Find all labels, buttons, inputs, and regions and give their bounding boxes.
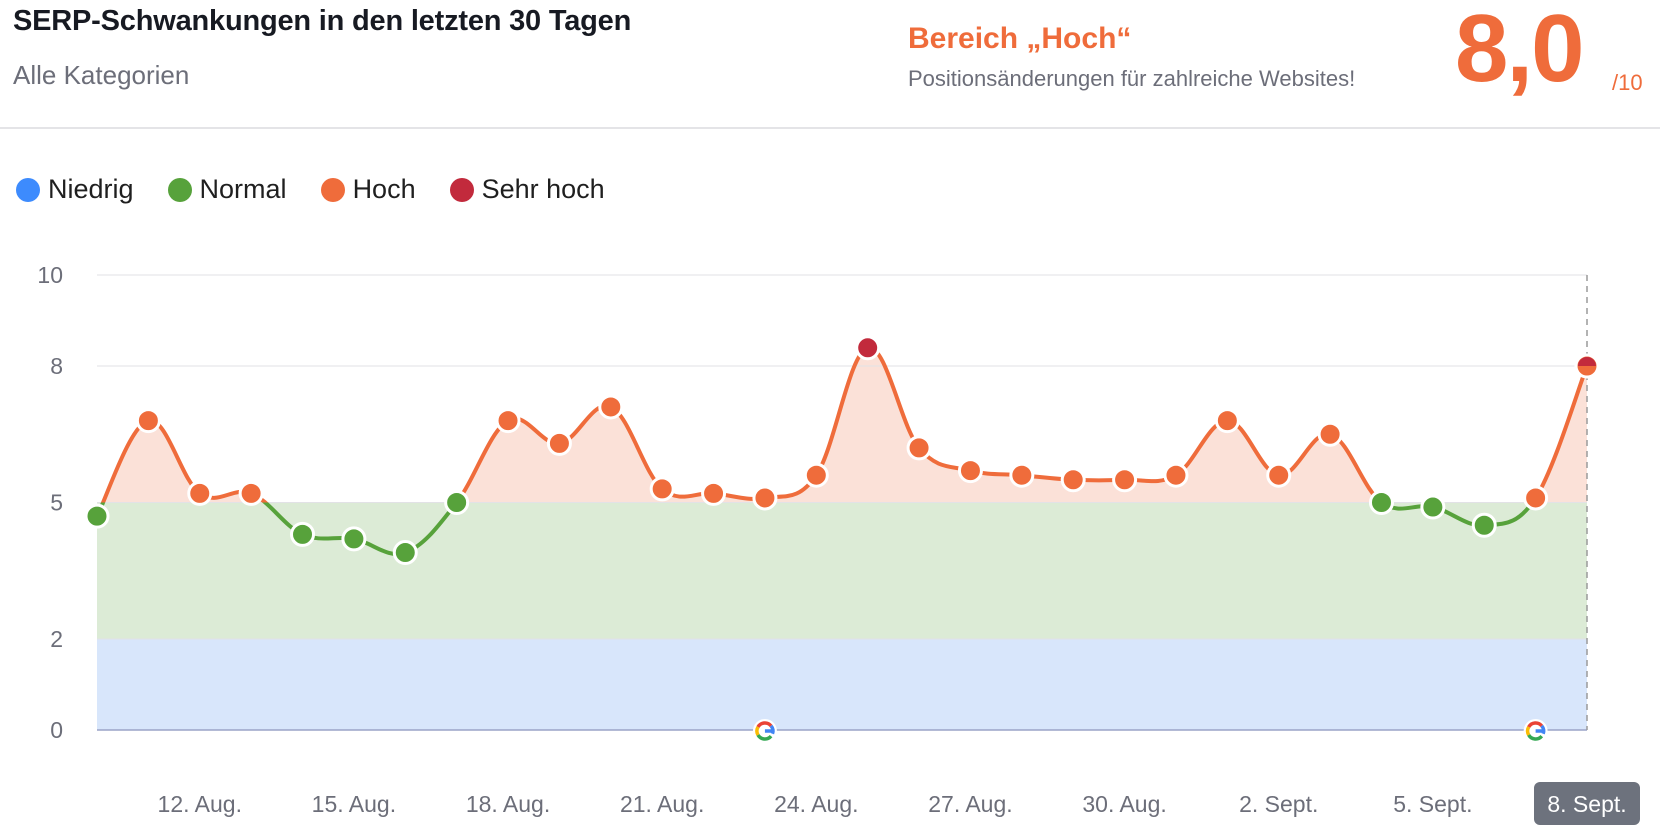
volatility-chart[interactable]: 0 2 5 8 10 12. Aug. 15. Aug. 18. Aug. 21. Aug. 24…	[0, 240, 1660, 840]
data-point[interactable]	[906, 435, 932, 461]
legend-dot-icon	[167, 177, 192, 202]
legend-label: Normal	[199, 174, 287, 204]
data-point[interactable]	[1471, 512, 1497, 538]
chart-title: SERP-Schwankungen in den letzten 30 Tage…	[13, 5, 632, 37]
data-point[interactable]	[84, 503, 110, 529]
data-point[interactable]	[135, 408, 161, 434]
data-point[interactable]	[752, 485, 778, 511]
data-point[interactable]	[341, 526, 367, 552]
y-tick-label: 10	[37, 262, 63, 288]
volatility-score-max: /10	[1612, 70, 1643, 95]
data-point[interactable]	[701, 480, 727, 506]
data-point[interactable]	[1060, 467, 1086, 493]
data-point[interactable]	[1523, 485, 1549, 511]
data-point[interactable]	[1009, 462, 1035, 488]
data-point[interactable]	[957, 458, 983, 484]
data-point[interactable]	[238, 480, 264, 506]
data-point[interactable]	[546, 430, 572, 456]
chart-header: SERP-Schwankungen in den letzten 30 Tage…	[0, 0, 1660, 129]
legend-item-hoch[interactable]: Hoch	[320, 174, 416, 205]
legend-label: Hoch	[352, 174, 416, 204]
x-tick-label-active-bg[interactable]	[1534, 782, 1640, 825]
data-point[interactable]	[855, 335, 881, 361]
band-normal	[97, 502, 1587, 639]
x-tick-label-active[interactable]: 8. Sept.	[1547, 791, 1626, 817]
data-point[interactable]	[1214, 408, 1240, 434]
legend-label: Niedrig	[48, 174, 134, 204]
data-point[interactable]	[1112, 467, 1138, 493]
data-point[interactable]	[495, 408, 521, 434]
data-point[interactable]	[649, 476, 675, 502]
volatility-score: 8,0	[1455, 0, 1584, 102]
x-tick-label[interactable]: 24. Aug.	[774, 791, 858, 817]
x-tick-label[interactable]: 15. Aug.	[312, 791, 396, 817]
x-tick-label[interactable]: 2. Sept.	[1239, 791, 1318, 817]
y-tick-label: 8	[50, 353, 63, 379]
data-point[interactable]	[803, 462, 829, 488]
y-tick-label: 2	[50, 626, 63, 652]
x-tick-label[interactable]: 12. Aug.	[158, 791, 242, 817]
data-point[interactable]	[1266, 462, 1292, 488]
x-tick-label[interactable]: 5. Sept.	[1393, 791, 1472, 817]
range-description: Positionsänderungen für zahlreiche Websi…	[908, 66, 1356, 91]
data-point[interactable]	[1317, 421, 1343, 447]
data-point[interactable]	[290, 521, 316, 547]
legend-item-sehr-hoch[interactable]: Sehr hoch	[449, 174, 605, 205]
range-title: Bereich „Hoch“	[908, 22, 1132, 55]
google-g-icon[interactable]	[752, 719, 777, 743]
data-point[interactable]	[1420, 494, 1446, 520]
data-point[interactable]	[392, 540, 418, 566]
data-point[interactable]	[598, 394, 624, 420]
y-tick-label: 5	[50, 490, 63, 516]
x-tick-label[interactable]: 27. Aug.	[928, 791, 1012, 817]
chart-legend: Niedrig Normal Hoch Sehr hoch	[16, 174, 605, 205]
category-filter[interactable]: Alle Kategorien	[13, 60, 190, 90]
google-g-icon[interactable]	[1523, 719, 1548, 743]
data-point[interactable]	[1368, 490, 1394, 515]
x-tick-label[interactable]: 18. Aug.	[466, 791, 550, 817]
legend-dot-icon	[16, 177, 40, 202]
data-point[interactable]	[1163, 462, 1189, 488]
legend-item-normal[interactable]: Normal	[167, 174, 287, 205]
y-tick-label: 0	[50, 717, 63, 743]
legend-label: Sehr hoch	[481, 174, 605, 204]
x-tick-label[interactable]: 30. Aug.	[1082, 791, 1166, 817]
data-point[interactable]	[444, 490, 470, 515]
legend-item-niedrig[interactable]: Niedrig	[16, 174, 134, 205]
x-tick-label[interactable]: 21. Aug.	[620, 791, 704, 817]
legend-dot-icon	[449, 177, 474, 202]
legend-dot-icon	[320, 177, 345, 202]
band-hoch-area	[97, 347, 1587, 503]
band-niedrig	[97, 639, 1587, 730]
data-point[interactable]	[187, 480, 213, 506]
data-point-peak-cap	[1578, 357, 1596, 366]
